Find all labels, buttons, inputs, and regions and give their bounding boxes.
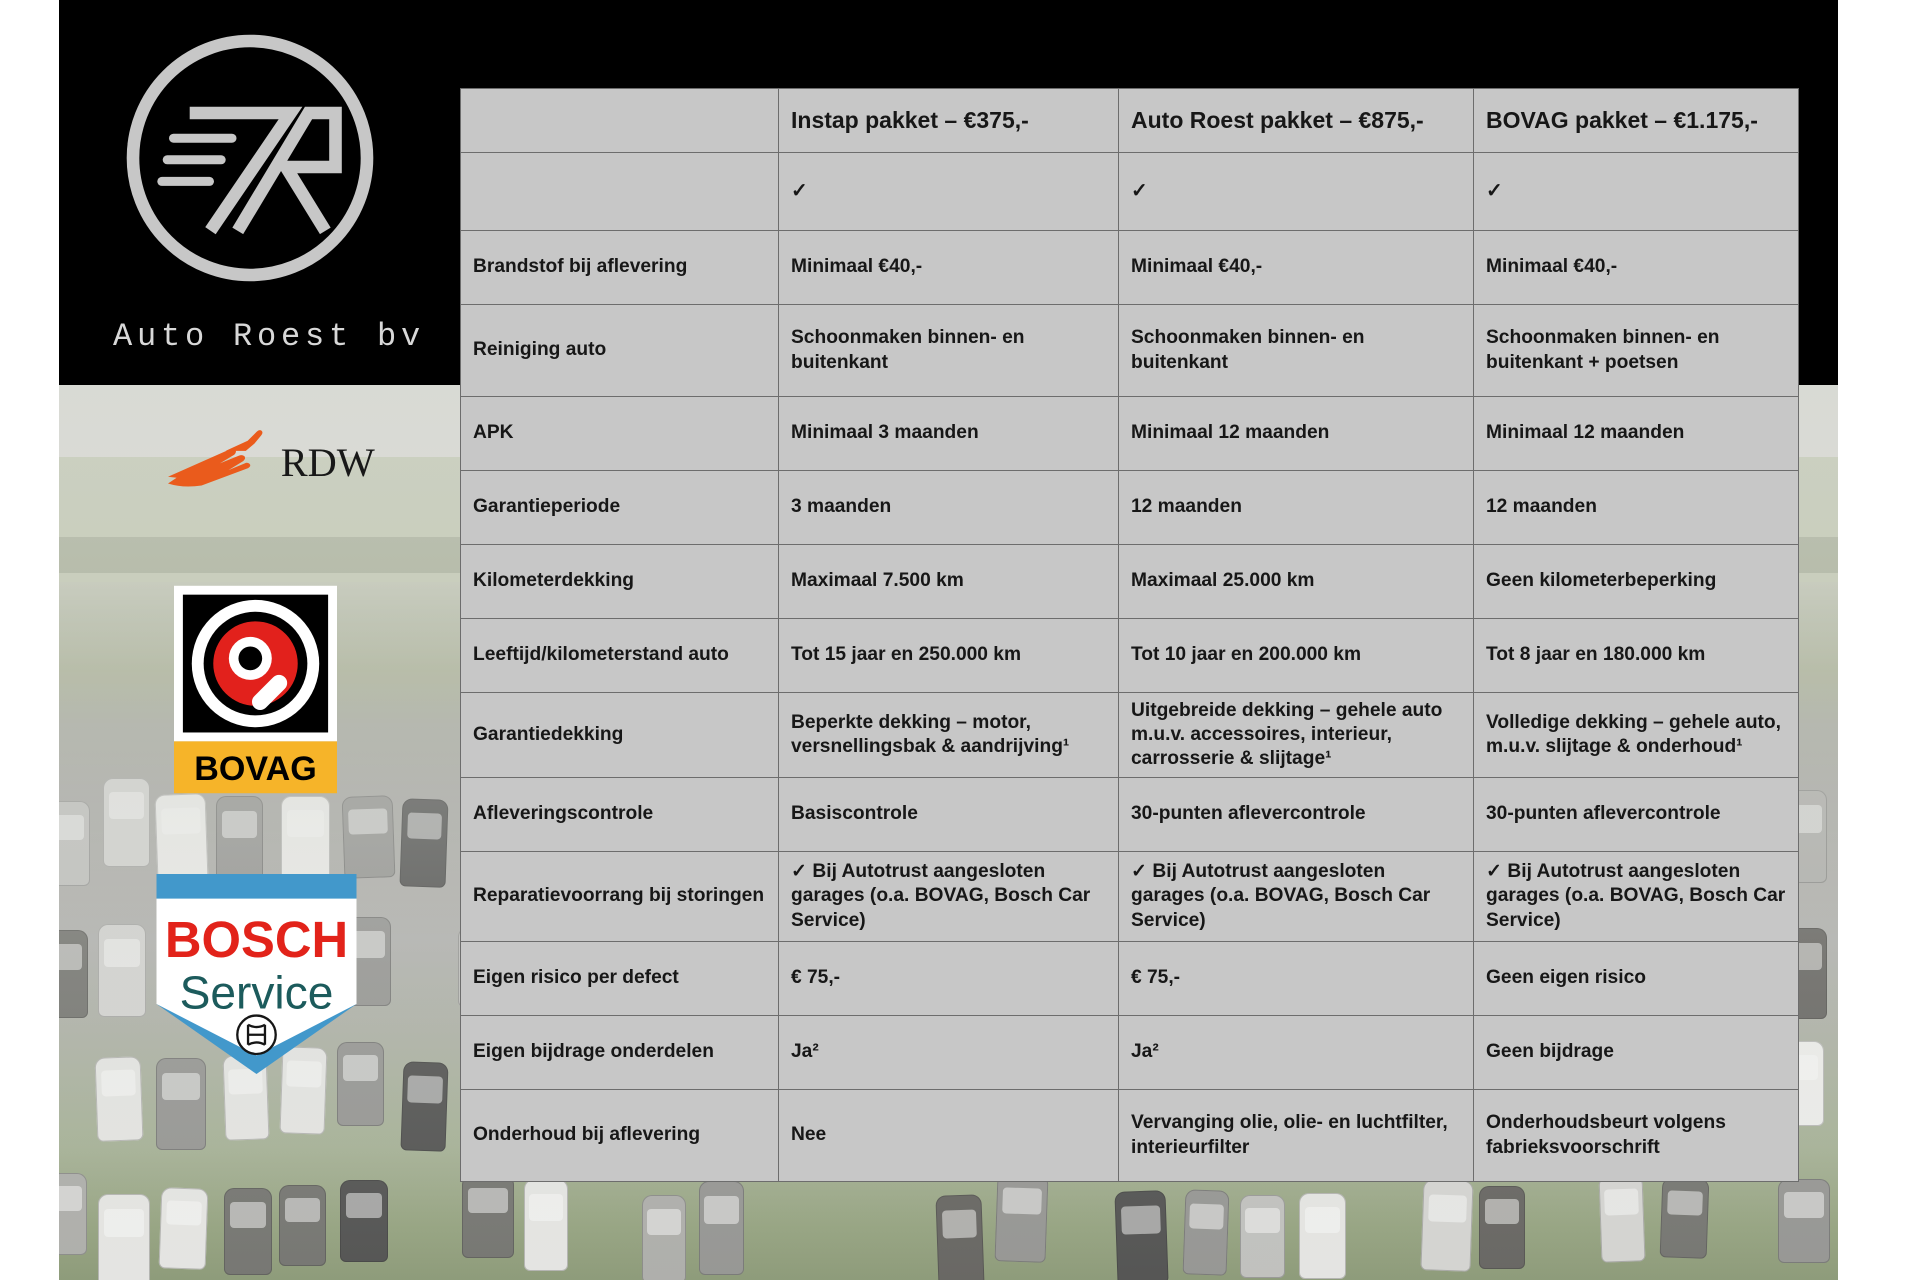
svg-text:BOSCH: BOSCH bbox=[165, 911, 348, 968]
svg-text:BOVAG: BOVAG bbox=[194, 750, 316, 788]
svg-text:Service: Service bbox=[180, 967, 334, 1019]
svg-text:RDW: RDW bbox=[281, 440, 375, 485]
